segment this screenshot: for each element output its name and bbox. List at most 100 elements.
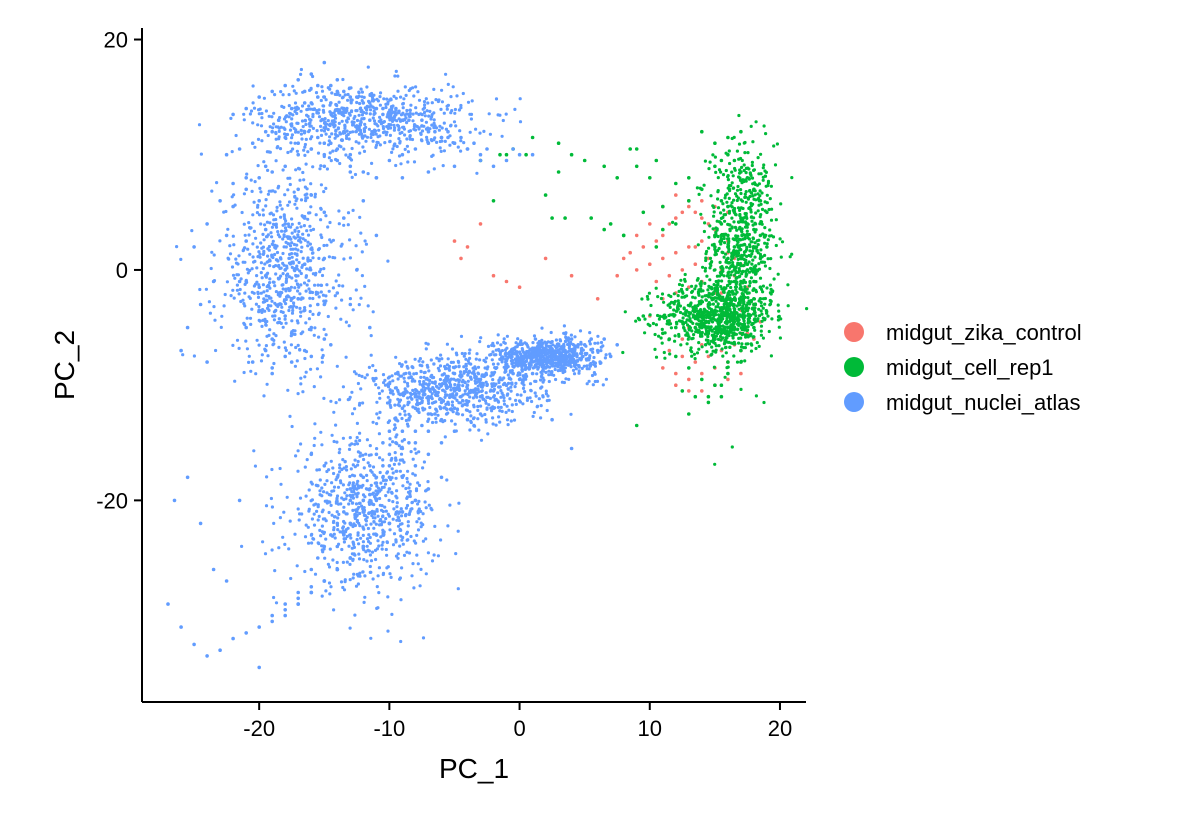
data-point: [569, 152, 574, 157]
data-point: [443, 435, 447, 439]
data-point: [427, 417, 431, 421]
data-point: [407, 551, 412, 555]
data-point: [266, 133, 270, 138]
data-point: [245, 347, 249, 351]
data-point: [554, 338, 559, 342]
data-point: [327, 565, 332, 569]
data-point: [499, 405, 503, 409]
data-point: [409, 534, 413, 539]
data-point: [743, 195, 747, 199]
data-point: [393, 74, 397, 78]
data-point: [345, 488, 349, 492]
data-point: [479, 404, 483, 408]
data-point: [358, 454, 362, 458]
data-point: [222, 304, 226, 308]
data-point: [284, 348, 288, 352]
data-point: [357, 573, 361, 577]
data-point: [359, 296, 363, 300]
data-point: [501, 393, 505, 397]
data-point: [371, 139, 375, 143]
data-point: [348, 256, 352, 260]
data-point: [263, 552, 268, 556]
data-point: [690, 284, 694, 288]
data-point: [727, 211, 732, 215]
data-point: [484, 391, 488, 395]
data-point: [749, 173, 753, 177]
data-point: [684, 320, 688, 324]
data-point: [378, 115, 382, 119]
data-point: [422, 110, 427, 115]
data-point: [268, 264, 272, 268]
data-point: [582, 364, 586, 368]
data-point: [366, 526, 370, 531]
data-point: [743, 359, 747, 363]
data-point: [355, 435, 359, 440]
data-point: [758, 215, 762, 219]
data-point: [432, 375, 436, 380]
data-point: [651, 321, 656, 326]
data-point: [280, 229, 284, 233]
data-point: [316, 503, 320, 507]
data-point: [299, 442, 303, 446]
data-point: [281, 310, 285, 314]
data-point: [308, 290, 312, 295]
data-point: [726, 245, 730, 249]
data-point: [679, 343, 683, 347]
data-point: [737, 142, 742, 146]
data-point: [739, 156, 743, 161]
data-point: [482, 397, 486, 401]
data-point: [735, 254, 739, 258]
data-point: [758, 285, 763, 290]
data-point: [380, 389, 384, 393]
data-point: [396, 552, 400, 556]
data-point: [337, 209, 341, 213]
data-point: [767, 207, 771, 212]
data-point: [332, 114, 336, 118]
data-point: [758, 297, 763, 301]
data-point: [377, 416, 381, 420]
data-point: [533, 391, 537, 395]
data-point: [747, 232, 752, 237]
data-point: [399, 639, 403, 644]
data-point: [277, 317, 281, 321]
data-point: [287, 275, 291, 279]
data-point: [746, 325, 750, 329]
data-point: [286, 203, 290, 207]
data-point: [393, 142, 397, 146]
data-point: [279, 90, 283, 94]
data-point: [759, 152, 763, 156]
data-point: [731, 291, 735, 295]
data-point: [756, 243, 760, 247]
data-point: [744, 258, 748, 262]
data-point: [368, 535, 372, 540]
data-point: [580, 351, 584, 355]
data-point: [453, 111, 457, 115]
data-point: [417, 499, 421, 503]
data-point: [266, 354, 270, 358]
data-point: [267, 259, 271, 263]
data-point: [430, 401, 435, 405]
data-point: [362, 457, 366, 462]
data-point: [416, 481, 420, 485]
data-point: [272, 122, 276, 126]
data-point: [369, 108, 373, 112]
data-point: [726, 297, 730, 301]
data-point: [372, 119, 377, 123]
data-point: [272, 361, 276, 366]
data-point: [392, 532, 397, 536]
data-point: [394, 386, 398, 390]
data-point: [695, 186, 700, 190]
data-point: [291, 308, 295, 313]
data-point: [274, 308, 278, 312]
data-point: [442, 111, 446, 115]
data-point: [380, 520, 384, 524]
data-point: [678, 304, 683, 308]
data-point: [381, 532, 386, 536]
data-point: [769, 299, 773, 303]
data-point: [711, 349, 715, 353]
data-point: [210, 189, 214, 193]
data-point: [455, 408, 460, 412]
data-point: [268, 150, 272, 154]
data-point: [351, 576, 355, 580]
data-point: [388, 98, 392, 102]
